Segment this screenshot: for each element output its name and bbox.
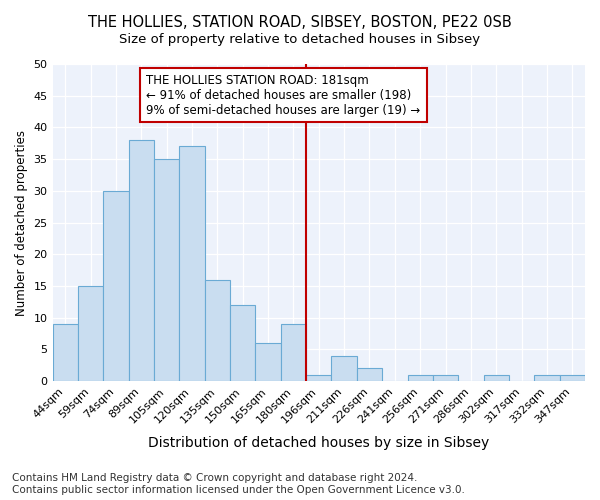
Bar: [306, 375, 331, 381]
Text: THE HOLLIES STATION ROAD: 181sqm
← 91% of detached houses are smaller (198)
9% o: THE HOLLIES STATION ROAD: 181sqm ← 91% o…: [146, 74, 421, 116]
Bar: [128, 140, 154, 381]
Bar: [331, 356, 357, 381]
Y-axis label: Number of detached properties: Number of detached properties: [15, 130, 28, 316]
Text: Size of property relative to detached houses in Sibsey: Size of property relative to detached ho…: [119, 32, 481, 46]
Bar: [560, 375, 585, 381]
Bar: [78, 286, 103, 381]
Bar: [179, 146, 205, 381]
Bar: [357, 368, 382, 381]
Bar: [534, 375, 560, 381]
Text: THE HOLLIES, STATION ROAD, SIBSEY, BOSTON, PE22 0SB: THE HOLLIES, STATION ROAD, SIBSEY, BOSTO…: [88, 15, 512, 30]
Bar: [407, 375, 433, 381]
Bar: [205, 280, 230, 381]
Bar: [281, 324, 306, 381]
Bar: [230, 305, 256, 381]
Bar: [256, 343, 281, 381]
Bar: [484, 375, 509, 381]
X-axis label: Distribution of detached houses by size in Sibsey: Distribution of detached houses by size …: [148, 436, 490, 450]
Bar: [433, 375, 458, 381]
Bar: [154, 159, 179, 381]
Text: Contains HM Land Registry data © Crown copyright and database right 2024.
Contai: Contains HM Land Registry data © Crown c…: [12, 474, 465, 495]
Bar: [103, 191, 128, 381]
Bar: [53, 324, 78, 381]
